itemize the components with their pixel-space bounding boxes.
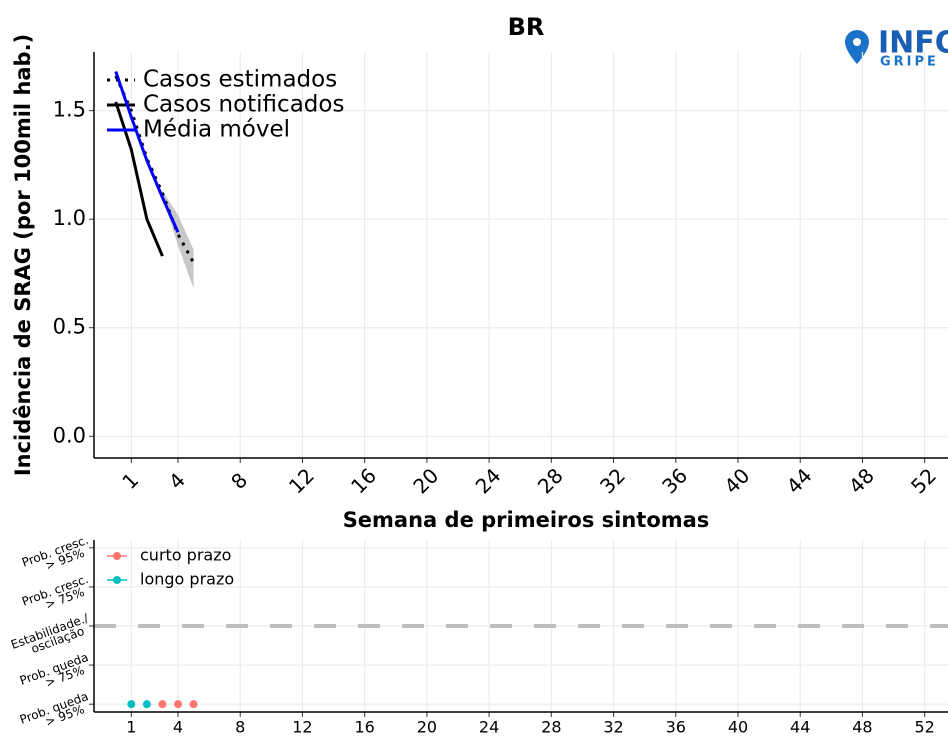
- x-tick-label: 28: [541, 718, 561, 737]
- x-tick-label: 48: [852, 718, 872, 737]
- x-tick-label: 4: [164, 468, 190, 494]
- legend-label: Casos estimados: [143, 67, 337, 93]
- x-tick-label: 44: [790, 718, 810, 737]
- y-axis-title: Incidência de SRAG (por 100mil hab.): [11, 34, 35, 476]
- legend-swatch: [113, 576, 121, 584]
- y-tick-label: 1.5: [53, 98, 86, 122]
- x-tick-label: 20: [408, 463, 443, 498]
- point: [127, 700, 136, 709]
- x-tick-label: 16: [354, 718, 374, 737]
- y-tick-label: 0.0: [53, 423, 86, 447]
- x-tick-label: 52: [914, 718, 934, 737]
- legend-label: Média móvel: [143, 117, 290, 143]
- point: [158, 700, 167, 709]
- series-line: [114, 71, 180, 233]
- logo-pin-hole: [853, 38, 861, 46]
- x-tick-label: 12: [292, 718, 312, 737]
- x-tick-label: 44: [782, 463, 817, 498]
- x-tick-label: 12: [284, 463, 319, 498]
- point: [189, 700, 198, 709]
- x-tick-label: 8: [235, 718, 245, 737]
- legend-label: Casos notificados: [143, 92, 344, 118]
- x-tick-label: 32: [595, 463, 630, 498]
- legend-swatch: [113, 552, 121, 560]
- logo: INFO GRIPE: [845, 26, 948, 70]
- logo-subtext: GRIPE: [880, 55, 939, 70]
- x-tick-label: 36: [666, 718, 686, 737]
- x-tick-label: 36: [657, 463, 692, 498]
- x-tick-label: 24: [479, 718, 499, 737]
- logo-pin: [845, 30, 869, 64]
- logo-text: INFO: [878, 26, 948, 61]
- legend-label: longo prazo: [140, 570, 234, 589]
- x-tick-label: 4: [173, 718, 183, 737]
- y-tick-label: 0.5: [53, 315, 86, 339]
- x-tick-label: 48: [844, 463, 879, 498]
- x-tick-label: 1: [117, 468, 143, 494]
- x-tick-label: 32: [603, 718, 623, 737]
- legend-label: curto prazo: [140, 546, 231, 565]
- x-tick-label: 20: [417, 718, 437, 737]
- x-tick-label: 1: [126, 718, 136, 737]
- x-axis-title: Semana de primeiros sintomas: [343, 508, 710, 532]
- x-tick-label: 8: [226, 468, 252, 494]
- point: [142, 700, 151, 709]
- x-tick-label: 40: [728, 718, 748, 737]
- x-tick-label: 24: [471, 463, 506, 498]
- series-line: [114, 101, 164, 257]
- x-tick-label: 16: [346, 463, 381, 498]
- x-tick-label: 40: [719, 463, 754, 498]
- point: [174, 700, 182, 709]
- y-tick-label: 1.0: [53, 206, 86, 230]
- chart-title: BR: [508, 13, 545, 41]
- x-tick-label: 28: [533, 463, 568, 498]
- x-tick-label: 52: [906, 463, 941, 498]
